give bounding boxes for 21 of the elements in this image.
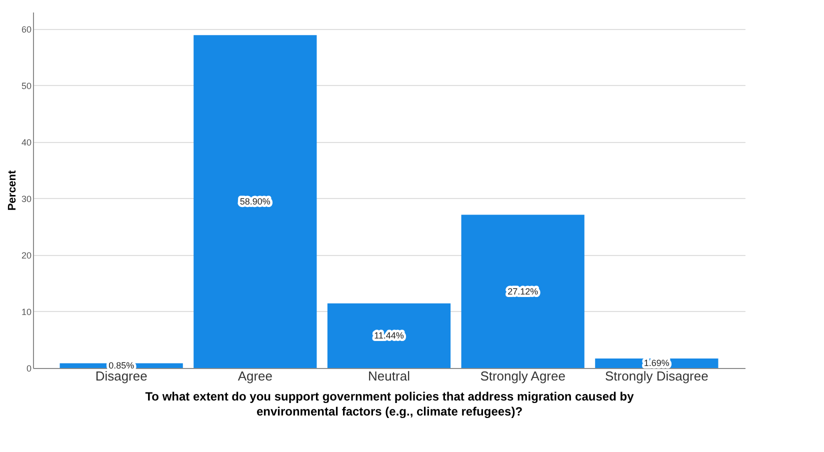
x-axis-title: To what extent do you support government policies that address migration caused by environmental factors (e.g., climate refugees)? [145, 390, 634, 418]
y-tick-label: 10 [21, 306, 32, 317]
data-label: 27.12% [508, 286, 538, 296]
y-tick-label: 0 [26, 364, 32, 374]
x-tick-label: Agree [238, 368, 273, 384]
y-tick-label: 60 [21, 24, 32, 34]
y-tick-label: 50 [21, 80, 32, 91]
data-label: 1.69% [644, 358, 670, 368]
bar [327, 303, 451, 368]
x-tick-label: Strongly Agree [480, 368, 566, 384]
x-tick-label: Strongly Disagree [605, 368, 708, 384]
bar [461, 214, 584, 368]
y-axis-title: Percent [6, 170, 18, 211]
data-label: 11.44% [374, 330, 404, 341]
y-tick-label: 40 [21, 137, 32, 148]
y-tick-label: 20 [21, 250, 32, 260]
data-label: 58.90% [240, 196, 270, 207]
x-tick-label: Disagree [95, 368, 148, 384]
y-tick-label: 30 [21, 194, 32, 204]
x-tick-label: Neutral [368, 368, 410, 384]
bar [194, 35, 317, 368]
